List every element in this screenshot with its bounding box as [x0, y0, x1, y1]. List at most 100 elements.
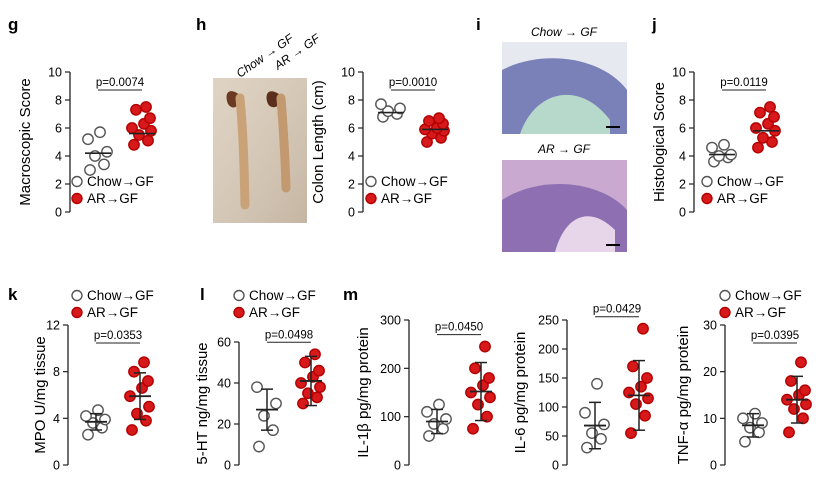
- ar-point: [299, 356, 311, 369]
- ar-point: [421, 136, 433, 148]
- chow-point: [718, 138, 730, 151]
- plots: g 0 2 4 6 8 10 Macroscopic Score p=0.0074 Chow→GF…: [8, 15, 812, 473]
- chow-point: [92, 404, 104, 417]
- chow-point: [251, 381, 263, 393]
- ar-point: [433, 112, 445, 125]
- y-tick-label: 100: [538, 401, 559, 415]
- chow-point: [80, 410, 92, 422]
- y-tick-label: 250: [538, 314, 559, 328]
- y-tick-label: 2: [348, 178, 355, 192]
- legend-label-chow: Chow→GF: [87, 288, 154, 303]
- legend-marker-ar: [233, 306, 245, 319]
- ar-point: [142, 375, 154, 387]
- ar-point: [128, 365, 140, 378]
- ar-point: [467, 422, 479, 435]
- chow-point: [82, 428, 94, 441]
- chow-point: [598, 418, 610, 431]
- y-tick-label: 0: [348, 206, 355, 220]
- legend-label-ar: AR→GF: [717, 191, 768, 206]
- legend-marker-chow: [233, 289, 245, 302]
- ar-point: [465, 386, 477, 399]
- legend-label-chow: Chow→GF: [249, 288, 316, 303]
- chow-point: [84, 164, 96, 176]
- chart-il1b: m 0 100 200 300 IL-1β pg/mg protein p=0.0450: [343, 285, 496, 473]
- legend-label-ar: AR→GF: [87, 191, 138, 206]
- chow-point: [382, 105, 394, 118]
- y-tick-label: 300: [380, 314, 401, 328]
- y-tick-label: 0: [710, 459, 717, 473]
- y-tick-label: 12: [46, 319, 60, 333]
- ar-point: [795, 356, 807, 369]
- ar-point: [469, 362, 481, 375]
- y-tick-label: 10: [703, 412, 717, 426]
- pvalue-label: p=0.0395: [751, 330, 799, 342]
- legend-label-ar: AR→GF: [87, 305, 138, 320]
- ar-point: [757, 131, 769, 144]
- panel-letter-h: h: [196, 15, 206, 34]
- chart-il6: 0 50 100 150 200 250 IL-6 pg/mg protein p=0.042…: [512, 304, 654, 473]
- pvalue-label: p=0.0429: [593, 304, 641, 316]
- ar-point: [140, 101, 152, 113]
- histology-label-chow: Chow → GF: [531, 25, 598, 39]
- chart-k: k 0 4 8 12 MPO U/mg tissue p=0.0353 Chow→GF AR→G…: [8, 285, 155, 473]
- legend-marker-ar: [71, 306, 83, 319]
- ar-point: [138, 356, 150, 369]
- ar-point: [423, 115, 435, 127]
- y-tick-label: 60: [217, 336, 231, 350]
- ar-point: [785, 375, 797, 387]
- chow-point: [737, 412, 749, 425]
- colon-photo: [213, 78, 307, 223]
- y-tick-label: 20: [703, 365, 717, 379]
- legend-label-chow: Chow→GF: [87, 174, 154, 189]
- y-tick-label: 8: [53, 365, 60, 379]
- ar-point: [627, 360, 639, 373]
- y-tick-label: 10: [341, 66, 355, 80]
- chow-point: [756, 417, 768, 429]
- chow-point: [713, 150, 725, 162]
- ar-point: [133, 129, 145, 141]
- ar-point: [128, 138, 140, 151]
- y-tick-label: 20: [217, 418, 231, 432]
- legend-marker-chow: [71, 175, 83, 188]
- ar-point: [140, 414, 152, 427]
- ar-point: [637, 322, 649, 335]
- ar-point: [144, 112, 156, 125]
- chow-point: [440, 413, 452, 425]
- y-tick-label: 10: [48, 66, 62, 80]
- colon-chow: [235, 93, 250, 210]
- chow-point: [421, 405, 433, 418]
- chart-tnfa: 0 10 20 30 TNF-α pg/mg protein p=0.0395 Chow→G…: [675, 288, 812, 473]
- ar-point: [750, 122, 762, 134]
- chow-point: [82, 133, 94, 146]
- ar-point: [297, 397, 309, 410]
- chow-point: [581, 441, 593, 454]
- chow-point: [433, 398, 445, 411]
- ar-point: [797, 412, 809, 425]
- ar-point: [481, 410, 493, 423]
- ar-point: [314, 381, 326, 393]
- y-axis-title: MPO U/mg tissue: [32, 336, 49, 454]
- pvalue-label: p=0.0010: [389, 77, 437, 89]
- legend-marker-chow: [71, 289, 83, 302]
- y-tick-label: 200: [380, 362, 401, 376]
- legend-label-chow: Chow→GF: [381, 174, 448, 189]
- y-tick-label: 200: [538, 343, 559, 357]
- panel-letter-l: l: [200, 285, 205, 304]
- ar-point: [764, 101, 776, 113]
- legend-label-chow: Chow→GF: [735, 288, 802, 303]
- ar-point: [295, 377, 307, 389]
- y-tick-label: 0: [552, 459, 559, 473]
- ar-point: [479, 340, 491, 353]
- y-axis-title: IL-6 pg/mg protein: [512, 332, 529, 454]
- y-axis-title: Macroscopic Score: [17, 78, 34, 206]
- chow-point: [94, 126, 106, 139]
- legend-marker-ar: [365, 192, 377, 205]
- y-tick-label: 100: [380, 410, 401, 424]
- y-tick-label: 0: [679, 206, 686, 220]
- histology-chow-image: [502, 42, 627, 134]
- y-tick-label: 30: [703, 319, 717, 333]
- y-tick-label: 8: [55, 94, 62, 108]
- chow-point: [98, 158, 110, 171]
- y-tick-label: 6: [348, 122, 355, 136]
